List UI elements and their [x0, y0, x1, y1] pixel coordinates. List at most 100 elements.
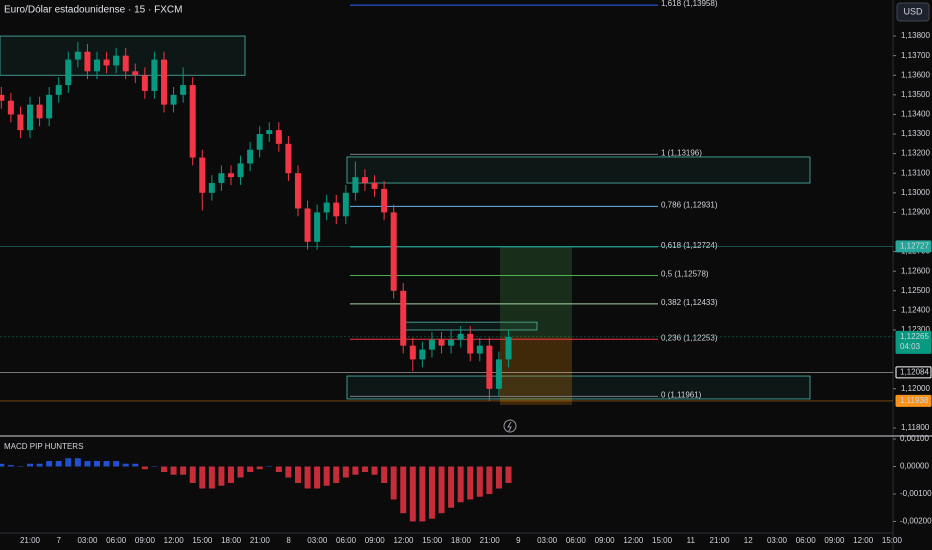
candle-body — [304, 208, 311, 242]
y-tick-label: 1,13600 — [901, 70, 930, 79]
x-tick-label: 03:00 — [77, 536, 98, 545]
x-tick-label: 09:00 — [135, 536, 156, 545]
candle-body — [476, 345, 483, 354]
macd-y-tick-label: 0,00100 — [900, 434, 929, 443]
macd-bar — [208, 466, 215, 489]
candle-body — [467, 333, 474, 354]
y-tick-label: 1,13000 — [901, 188, 930, 197]
candle-body — [409, 345, 416, 360]
candle-body — [266, 130, 273, 135]
zone — [346, 375, 811, 400]
currency-button[interactable] — [896, 2, 930, 22]
macd-bar — [428, 466, 435, 519]
candle-body — [438, 339, 445, 346]
y-tick-label: 1,13800 — [901, 31, 930, 40]
x-tick-label: 06:00 — [106, 536, 127, 545]
macd-bar — [65, 458, 72, 467]
candle-body — [46, 94, 53, 119]
price-tag-label: 1,12727 — [900, 241, 929, 250]
candle-body — [247, 149, 254, 164]
x-tick-label: 15:00 — [652, 536, 673, 545]
candle-body — [505, 336, 512, 360]
candle-body — [390, 212, 397, 291]
fib-label: 0,236 (1,12253) — [661, 333, 718, 342]
candle-body — [342, 192, 349, 217]
candle-body — [448, 339, 455, 346]
candle-body — [180, 85, 187, 95]
macd-bar — [448, 466, 455, 508]
x-tick-label: 18:00 — [221, 536, 242, 545]
candle-body — [428, 339, 435, 350]
macd-bar — [27, 463, 34, 467]
macd-bar — [84, 461, 91, 467]
fib-label: 0,5 (1,12578) — [661, 270, 709, 279]
macd-bar — [170, 466, 177, 475]
macd-bar — [218, 466, 225, 486]
fib-label: 0 (1,11961) — [661, 391, 702, 400]
macd-y-tick-label: 0,00000 — [900, 462, 929, 471]
macd-bar — [180, 466, 187, 475]
y-tick-label: 1,12900 — [901, 208, 930, 217]
macd-bar — [189, 466, 196, 483]
price-tag — [895, 394, 932, 407]
candle-body — [94, 59, 100, 72]
macd-bar — [160, 466, 167, 472]
x-tick-label: 18:00 — [451, 536, 472, 545]
macd-bar — [74, 458, 81, 467]
macd-bar — [103, 461, 110, 467]
candle-body — [457, 333, 464, 340]
y-tick-label: 1,13400 — [901, 110, 930, 119]
candle-body — [314, 212, 321, 242]
fib-label: 1 (1,13196) — [661, 149, 702, 158]
x-tick-label: 9 — [516, 536, 521, 545]
zone — [0, 35, 246, 76]
x-tick-label: 09:00 — [595, 536, 616, 545]
fib-label: 0,382 (1,12433) — [661, 298, 718, 307]
candle-body — [113, 55, 120, 66]
price-tag-countdown: 04:03 — [900, 342, 921, 351]
candle-body — [7, 100, 14, 115]
candle-body — [256, 134, 263, 150]
macd-y-tick-label: -0,00200 — [900, 517, 932, 526]
macd-bar — [0, 463, 5, 467]
currency-label[interactable]: USD — [903, 6, 923, 16]
macd-bar — [467, 466, 474, 500]
price-tag — [895, 366, 932, 379]
macd-bar — [266, 466, 273, 468]
macd-bar — [304, 466, 311, 489]
y-tick-label: 1,12600 — [901, 266, 930, 275]
fib-label: 1,618 (1,13958) — [661, 0, 718, 8]
candle-body — [294, 173, 301, 209]
candle-body — [495, 359, 502, 389]
candle-body — [486, 345, 493, 389]
price-tag-label: 1,11938 — [900, 396, 929, 405]
macd-bar — [361, 466, 368, 472]
macd-bar — [381, 466, 388, 483]
y-tick-label: 1,13300 — [901, 129, 930, 138]
y-tick-label: 1,12400 — [901, 306, 930, 315]
candle-body — [400, 290, 407, 346]
x-tick-label: 11 — [687, 536, 696, 545]
x-tick-label: 15:00 — [882, 536, 903, 545]
x-tick-label: 12:00 — [623, 536, 644, 545]
alert-icon[interactable] — [503, 419, 517, 433]
x-tick-label: 03:00 — [307, 536, 328, 545]
x-tick-label: 21:00 — [250, 536, 271, 545]
macd-bar — [122, 463, 129, 467]
macd-bar — [352, 466, 359, 475]
x-tick-label: 12 — [744, 536, 753, 545]
candle-body — [55, 85, 62, 95]
x-tick-label: 15:00 — [422, 536, 443, 545]
alert-bolt — [507, 421, 512, 432]
macd-bar — [486, 466, 493, 494]
macd-bar — [141, 466, 148, 470]
macd-bar — [323, 466, 330, 486]
x-tick-label: 12:00 — [393, 536, 414, 545]
x-tick-label: 12:00 — [853, 536, 874, 545]
y-tick-label: 1,13700 — [901, 51, 930, 60]
macd-bar — [55, 461, 62, 467]
macd-bar — [457, 466, 464, 503]
price-tag-label: 1,12265 — [900, 332, 929, 341]
